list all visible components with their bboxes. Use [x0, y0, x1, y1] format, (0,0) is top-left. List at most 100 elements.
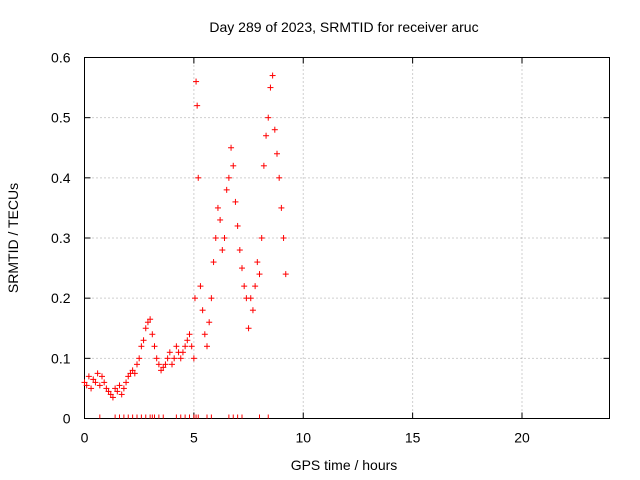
data-point [107, 391, 114, 398]
chart-title: Day 289 of 2023, SRMTID for receiver aru… [209, 19, 478, 35]
data-point [191, 295, 198, 302]
data-point [182, 343, 189, 350]
data-point [101, 379, 108, 386]
data-point [120, 385, 127, 392]
data-point [142, 325, 149, 332]
data-point [254, 259, 261, 266]
data-point [164, 355, 171, 362]
data-point [190, 355, 197, 362]
data-point [94, 370, 101, 377]
data-point [162, 361, 169, 368]
data-point [258, 235, 265, 241]
data-point [193, 78, 200, 85]
y-axis-label: SRMTID / TECUs [5, 183, 21, 293]
data-point [129, 367, 136, 374]
data-point [88, 385, 95, 392]
data-point [217, 216, 224, 223]
data-point [260, 162, 267, 169]
data-point [221, 235, 228, 241]
data-point [116, 382, 123, 389]
data-point [236, 247, 243, 254]
data-point [149, 331, 156, 338]
data-point [214, 204, 221, 211]
data-point [199, 307, 206, 314]
data-point [241, 283, 248, 290]
y-tick-label: 0.4 [51, 170, 71, 186]
data-point [194, 102, 201, 109]
data-point [177, 355, 184, 362]
data-point [274, 150, 280, 157]
data-point [282, 271, 289, 278]
data-point [99, 373, 105, 380]
data-point [263, 132, 270, 139]
x-tick-label: 20 [514, 430, 530, 446]
data-point [81, 379, 88, 386]
data-point [267, 84, 274, 91]
data-point [134, 361, 140, 368]
y-tick-label: 0.2 [51, 290, 71, 306]
data-point [280, 235, 287, 241]
data-point [247, 295, 254, 302]
data-point [269, 72, 276, 79]
data-point [265, 114, 272, 121]
x-tick-label: 5 [190, 430, 198, 446]
data-point [158, 367, 165, 374]
data-point [184, 337, 191, 344]
data-point [249, 307, 256, 314]
data-point [173, 343, 180, 350]
data-point [83, 382, 90, 389]
data-point [228, 144, 235, 151]
data-point [153, 355, 160, 362]
data-point [197, 283, 204, 290]
y-tick-label: 0.5 [51, 110, 71, 126]
data-point [138, 343, 145, 350]
y-tick-label: 0.3 [51, 230, 71, 246]
data-point [114, 388, 121, 395]
data-point [239, 265, 245, 272]
x-tick-label: 15 [405, 430, 421, 446]
x-tick-label: 10 [295, 430, 311, 446]
x-tick-label: 0 [81, 430, 89, 446]
data-point [232, 198, 239, 205]
data-point [169, 361, 175, 368]
data-point [103, 385, 110, 392]
data-point [276, 174, 283, 181]
data-point [140, 337, 147, 344]
data-point [136, 355, 143, 362]
data-point [118, 391, 125, 398]
data-point [147, 316, 154, 323]
data-point [112, 385, 119, 392]
data-point [245, 325, 252, 332]
data-point [144, 319, 151, 326]
data-point [204, 343, 210, 350]
data-point [206, 319, 213, 326]
data-point [160, 364, 167, 371]
data-point [188, 343, 195, 350]
y-tick-label: 0.6 [51, 50, 71, 66]
data-point [230, 162, 237, 169]
data-point [171, 355, 178, 362]
data-point [123, 379, 130, 386]
data-point [166, 349, 173, 356]
x-axis-label: GPS time / hours [291, 457, 398, 473]
data-point [225, 174, 232, 181]
data-point [109, 394, 116, 401]
data-point [278, 204, 285, 211]
data-point [151, 343, 158, 350]
data-point [252, 283, 259, 290]
data-point [256, 271, 263, 278]
y-tick-label: 0 [63, 411, 71, 427]
y-tick-label: 0.1 [51, 350, 71, 366]
axis-ticks: 0 0.1 0.2 0.3 0.4 0.5 0.6 0 5 10 15 20 [51, 50, 610, 446]
data-point [85, 373, 92, 380]
data-point [210, 259, 217, 266]
data-point [271, 126, 278, 133]
data-point [90, 376, 97, 383]
data-point [208, 295, 215, 302]
data-points [81, 72, 289, 419]
data-point [92, 379, 99, 386]
data-point [155, 361, 162, 368]
data-point [125, 373, 132, 380]
data-point [186, 331, 193, 338]
